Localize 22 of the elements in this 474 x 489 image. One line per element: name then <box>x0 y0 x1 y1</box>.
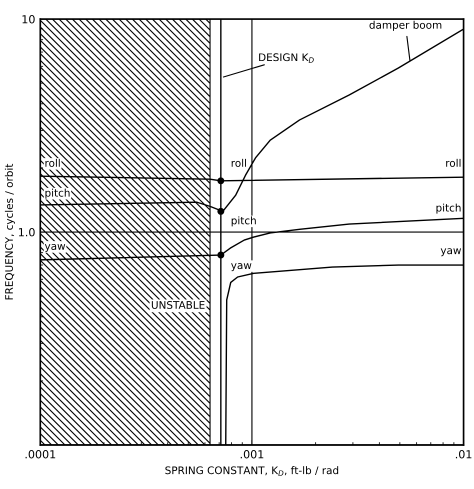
x-tick-label: .0001 <box>26 450 56 458</box>
annotation: pitch <box>45 188 70 199</box>
annotation: roll <box>45 158 60 167</box>
annotation: pitch <box>232 216 256 226</box>
ref-line-label: DESIGN K$_{D}$ <box>259 53 314 63</box>
y-tick-label: 1.0 <box>18 228 35 236</box>
annotation: yaw <box>440 248 462 256</box>
y-axis-title: FREQUENCY, cycles / orbit <box>4 164 15 300</box>
annotation: damper boom <box>370 20 442 31</box>
annotation: roll <box>232 158 246 167</box>
x-axis-title: SPRING CONSTANT, K$_{D}$, ft-lb / rad <box>165 466 338 476</box>
annotation: yaw <box>231 263 252 272</box>
annotation: pitch <box>436 204 461 214</box>
band-label: UNSTABLE <box>152 301 205 309</box>
x-tick-label: .01 <box>456 450 472 458</box>
point <box>217 252 224 258</box>
point <box>217 177 224 184</box>
x-tick-label: .001 <box>240 450 264 458</box>
point <box>217 208 224 215</box>
annotation: roll <box>446 158 460 167</box>
y-tick-label: 10 <box>22 15 35 24</box>
annotation: yaw <box>44 244 66 252</box>
